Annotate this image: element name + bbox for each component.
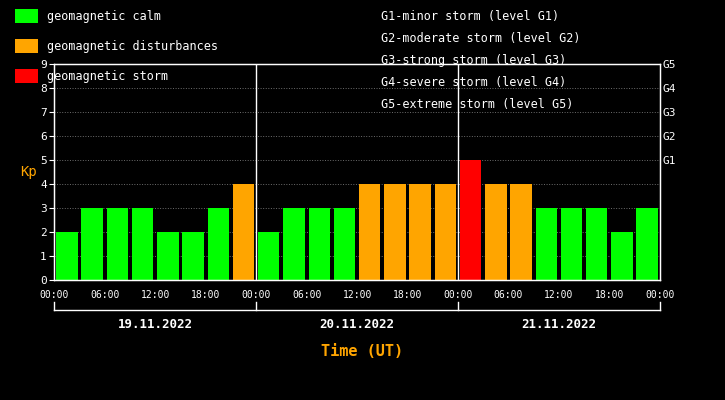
Bar <box>384 184 405 280</box>
Text: 18:00: 18:00 <box>191 290 220 300</box>
Text: 00:00: 00:00 <box>645 290 674 300</box>
Text: 00:00: 00:00 <box>443 290 473 300</box>
Text: 12:00: 12:00 <box>141 290 170 300</box>
Bar <box>334 208 355 280</box>
Text: 12:00: 12:00 <box>342 290 372 300</box>
Text: 12:00: 12:00 <box>544 290 573 300</box>
Bar <box>586 208 608 280</box>
Text: 00:00: 00:00 <box>241 290 271 300</box>
Bar <box>485 184 507 280</box>
Text: 06:00: 06:00 <box>494 290 523 300</box>
Text: 06:00: 06:00 <box>292 290 321 300</box>
Bar <box>309 208 330 280</box>
Bar <box>258 232 280 280</box>
Text: 21.11.2022: 21.11.2022 <box>521 318 597 331</box>
Bar <box>560 208 582 280</box>
Bar <box>637 208 658 280</box>
Bar <box>434 184 456 280</box>
Text: G3-strong storm (level G3): G3-strong storm (level G3) <box>381 54 566 67</box>
Bar <box>233 184 254 280</box>
Text: 06:00: 06:00 <box>90 290 120 300</box>
Bar <box>611 232 633 280</box>
Y-axis label: Kp: Kp <box>20 165 37 179</box>
Text: G4-severe storm (level G4): G4-severe storm (level G4) <box>381 76 566 89</box>
Text: 19.11.2022: 19.11.2022 <box>117 318 193 331</box>
Text: geomagnetic calm: geomagnetic calm <box>47 10 161 23</box>
Bar <box>510 184 531 280</box>
Text: G1-minor storm (level G1): G1-minor storm (level G1) <box>381 10 559 23</box>
Bar <box>460 160 481 280</box>
Text: geomagnetic storm: geomagnetic storm <box>47 70 168 83</box>
Bar <box>536 208 557 280</box>
Text: 18:00: 18:00 <box>393 290 422 300</box>
Bar <box>57 232 78 280</box>
Bar <box>81 208 103 280</box>
Bar <box>107 208 128 280</box>
Text: 20.11.2022: 20.11.2022 <box>320 318 394 331</box>
Bar <box>132 208 154 280</box>
Text: 18:00: 18:00 <box>594 290 624 300</box>
Bar <box>359 184 381 280</box>
Text: geomagnetic disturbances: geomagnetic disturbances <box>47 40 218 53</box>
Bar <box>157 232 178 280</box>
Bar <box>283 208 304 280</box>
Text: G5-extreme storm (level G5): G5-extreme storm (level G5) <box>381 98 573 111</box>
Bar <box>410 184 431 280</box>
Text: Time (UT): Time (UT) <box>321 344 404 359</box>
Text: G2-moderate storm (level G2): G2-moderate storm (level G2) <box>381 32 580 45</box>
Bar <box>207 208 229 280</box>
Bar <box>183 232 204 280</box>
Text: 00:00: 00:00 <box>40 290 69 300</box>
